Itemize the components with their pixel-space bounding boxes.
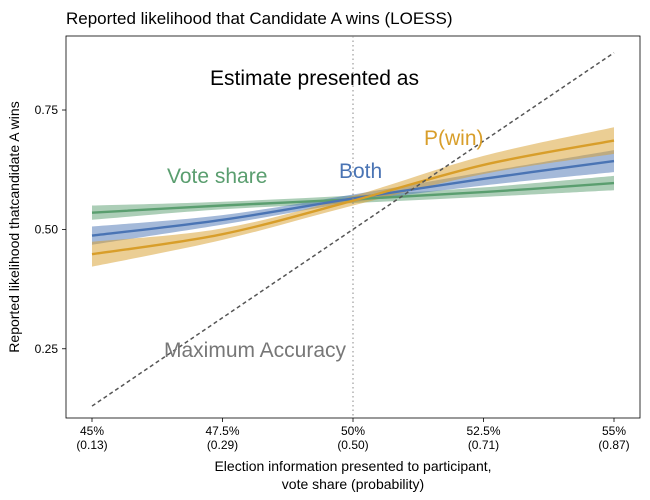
x-tick-sublabel: (0.13) [76,438,107,452]
x-tick-label: 50% [341,424,365,438]
x-tick-label: 55% [602,424,626,438]
maximum-accuracy-line [91,52,615,407]
x-tick-sublabel: (0.71) [468,438,499,452]
x-tick-label: 45% [80,424,104,438]
both-annotation: Both [339,160,382,183]
pwin-annotation: P(win) [424,127,484,150]
y-tick-label: 0.25 [35,342,59,356]
y-axis: 0.25 0.50 0.75 [35,103,66,356]
x-axis-title-line1: Election information presented to partic… [214,458,491,474]
y-tick-label: 0.75 [35,103,59,117]
p-win-line [91,139,615,256]
chart-title: Reported likelihood that Candidate A win… [66,9,453,28]
x-tick-label: 47.5% [205,424,239,438]
legend-header-annotation: Estimate presented as [210,67,419,90]
vote-share-annotation: Vote share [167,165,267,188]
x-tick-sublabel: (0.50) [337,438,368,452]
x-tick-sublabel: (0.29) [207,438,238,452]
p-win-confidence-band [92,127,614,267]
max-accuracy-annotation: Maximum Accuracy [164,339,347,362]
x-tick-sublabel: (0.87) [598,438,629,452]
x-axis-title-line2: vote share (probability) [282,476,424,492]
y-tick-label: 0.50 [35,222,59,236]
x-tick-label: 52.5% [466,424,500,438]
y-axis-title: Reported likelihood thatcandidate A wins [6,101,22,352]
x-axis: 45%(0.13) 47.5%(0.29) 50%(0.50) 52.5%(0.71)… [76,418,630,452]
